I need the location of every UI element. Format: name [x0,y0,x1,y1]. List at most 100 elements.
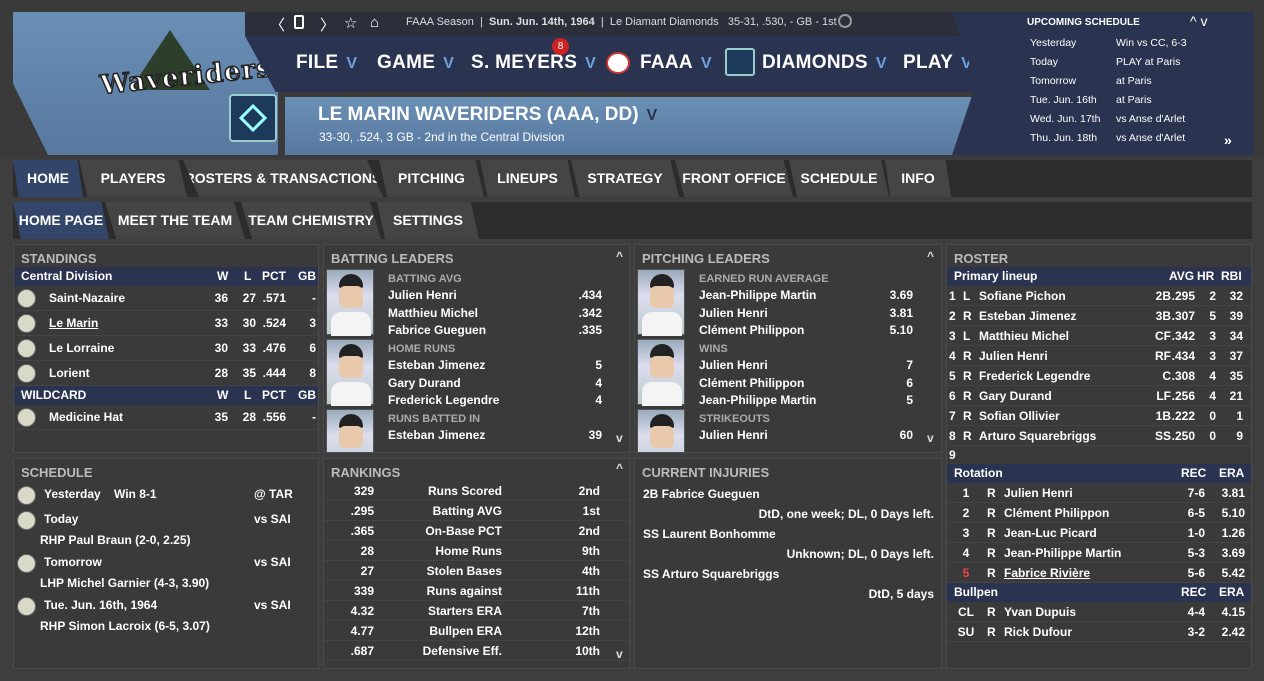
subnav-tab-meet-the-team[interactable]: MEET THE TEAM [105,202,245,239]
player-name[interactable]: Jean-Philippe Martin [1004,546,1122,560]
leader-name[interactable]: Julien Henri [699,358,768,372]
upcoming-event[interactable]: vs Anse d'Arlet [1116,113,1186,125]
pitcher-row[interactable]: 4 R Jean-Philippe Martin 5-3 3.69 [947,543,1251,563]
star-icon[interactable]: ☆ [344,15,358,32]
upcoming-event[interactable]: vs Anse d'Arlet [1116,132,1186,144]
diamonds-menu-icon[interactable] [725,48,755,76]
standings-row[interactable]: Saint-Nazaire 36 27.571- [14,286,318,311]
scroll-up-icon[interactable]: ^ [927,249,935,263]
player-name[interactable]: Jean-Luc Picard [1004,526,1097,540]
player-name[interactable]: Julien Henri [1004,486,1073,500]
player-name[interactable]: Arturo Squarebriggs [979,429,1097,443]
standings-row[interactable]: Le Lorraine 30 33.476 6 [14,336,318,361]
ranking-row[interactable]: .365 On-Base PCT 2nd [324,521,629,541]
player-photo[interactable] [637,409,685,452]
schedule-opponent[interactable]: vs SAI [254,555,291,569]
player-photo[interactable] [637,269,685,336]
nav-tab-info[interactable]: INFO [885,160,951,197]
player-photo[interactable] [326,339,374,406]
team-title[interactable]: LE MARIN WAVERIDERS (AAA, DD) V [318,104,658,125]
ranking-row[interactable]: 329 Runs Scored 2nd [324,481,629,501]
player-name[interactable]: Esteban Jimenez [979,309,1077,323]
team-name[interactable]: Saint-Nazaire [49,291,126,305]
player-name[interactable]: Sofian Ollivier [979,409,1060,423]
schedule-opponent[interactable]: @ TAR [254,487,293,501]
team-name[interactable]: Lorient [49,366,90,380]
leader-name[interactable]: Jean-Philippe Martin [699,288,817,302]
subnav-tab-team-chemistry[interactable]: TEAM CHEMISTRY [241,202,381,239]
team-name[interactable]: Medicine Hat [49,410,124,424]
menu-game[interactable]: GAME V [377,52,455,73]
team-name[interactable]: Le Marin [49,316,99,330]
pitcher-row[interactable]: SU R Rick Dufour 3-2 2.42 [947,622,1251,642]
leader-name[interactable]: Julien Henri [699,428,768,442]
probable-pitcher[interactable]: RHP Simon Lacroix (6-5, 3.07) [40,619,210,633]
lineup-row[interactable]: 3 L Matthieu Michel CF .342 3 34 [947,326,1251,346]
player-name[interactable]: Clément Philippon [1004,506,1110,520]
ranking-row[interactable]: 28 Home Runs 9th [324,541,629,561]
leader-name[interactable]: Esteban Jimenez [388,428,486,442]
leader-name[interactable]: Fabrice Gueguen [388,323,487,337]
search-icon[interactable] [838,14,852,28]
pitcher-row[interactable]: CL R Yvan Dupuis 4-4 4.15 [947,602,1251,622]
schedule-result[interactable]: Win 8-1 [114,487,157,501]
player-name[interactable]: Yvan Dupuis [1004,605,1077,619]
injured-player[interactable]: SS Arturo Squarebriggs [643,567,780,581]
lineup-row[interactable]: 2 R Esteban Jimenez 3B .307 5 39 [947,306,1251,326]
forward-icon[interactable]: 〉 [320,17,336,34]
leader-name[interactable]: Clément Philippon [699,323,805,337]
menu-play[interactable]: PLAY V [903,52,973,73]
leader-name[interactable]: Gary Durand [388,375,461,390]
league-logo-icon[interactable] [606,52,630,74]
ranking-row[interactable]: .295 Batting AVG 1st [324,501,629,521]
ranking-row[interactable]: 27 Stolen Bases 4th [324,561,629,581]
scroll-down-icon[interactable]: v [616,431,623,445]
leader-name[interactable]: Esteban Jimenez [388,358,486,372]
upcoming-event[interactable]: at Paris [1116,75,1152,87]
nav-tab-strategy[interactable]: STRATEGY [571,160,679,197]
player-photo[interactable] [637,339,685,406]
lineup-row[interactable]: 8 R Arturo Squarebriggs SS .250 0 9 [947,426,1251,446]
double-chevron-right-icon[interactable]: » [1224,132,1232,148]
ranking-row[interactable]: 4.32 Starters ERA 7th [324,601,629,621]
pitcher-row[interactable]: 3 R Jean-Luc Picard 1-0 1.26 [947,523,1251,543]
leader-name[interactable]: Frederick Legendre [388,393,500,407]
leader-name[interactable]: Matthieu Michel [388,305,479,320]
lineup-row[interactable]: 4 R Julien Henri RF .434 3 37 [947,346,1251,366]
player-name[interactable]: Gary Durand [979,389,1052,403]
lineup-row[interactable]: 7 R Sofian Ollivier 1B .222 0 1 [947,406,1251,426]
lineup-row[interactable]: 5 R Frederick Legendre C .308 4 35 [947,366,1251,386]
ranking-row[interactable]: .687 Defensive Eff. 10th [324,641,629,661]
player-name[interactable]: Julien Henri [979,349,1048,363]
subnav-tab-settings[interactable]: SETTINGS [377,202,479,239]
team-name[interactable]: Le Lorraine [49,341,115,355]
scroll-up-icon[interactable]: ^ [616,461,624,475]
scroll-down-icon[interactable]: v [927,431,934,445]
ranking-row[interactable]: 339 Runs against 11th [324,581,629,601]
nav-tab-rosters-transactions[interactable]: ROSTERS & TRANSACTIONS [183,160,383,197]
pitcher-row[interactable]: 5 R Fabrice Rivière 5-6 5.42 [947,563,1251,583]
leader-name[interactable]: Clément Philippon [699,375,805,390]
back-icon[interactable]: 〈 [270,17,286,34]
player-photo[interactable] [326,269,374,336]
leader-name[interactable]: Julien Henri [699,305,768,320]
diamonds-logo-icon[interactable] [229,94,277,142]
leader-name[interactable]: Jean-Philippe Martin [699,393,817,407]
schedule-opponent[interactable]: vs SAI [254,598,291,612]
standings-row[interactable]: Lorient 28 35.444 8 [14,361,318,386]
standings-row[interactable]: Medicine Hat 35 28.556- [14,405,318,430]
lineup-row[interactable]: 1 L Sofiane Pichon 2B .295 2 32 [947,286,1251,306]
player-photo[interactable] [326,409,374,452]
chevron-up-down-icon[interactable]: ^ v [1190,13,1208,29]
nav-tab-schedule[interactable]: SCHEDULE [789,160,889,197]
menu-league[interactable]: FAAA V [640,52,712,73]
upcoming-event[interactable]: Win vs CC, 6-3 [1116,37,1187,49]
probable-pitcher[interactable]: RHP Paul Braun (2-0, 2.25) [40,533,191,547]
nav-tab-pitching[interactable]: PITCHING [379,160,484,197]
nav-tab-players[interactable]: PLAYERS [79,160,187,197]
player-name[interactable]: Rick Dufour [1004,625,1073,639]
menu-diamonds[interactable]: DIAMONDS V [762,52,887,73]
leader-name[interactable]: Julien Henri [388,288,457,302]
upcoming-event[interactable]: at Paris [1116,94,1152,106]
pitcher-row[interactable]: 1 R Julien Henri 7-6 3.81 [947,483,1251,503]
